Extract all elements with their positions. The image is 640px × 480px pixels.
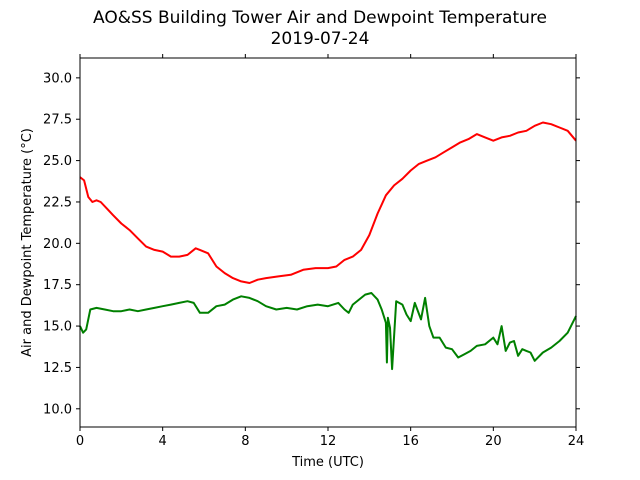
series-line-1 [79,121,577,284]
y-tick-label: 25.0 [43,154,72,169]
y-tick-label: 12.5 [43,361,72,376]
x-tick-label: 0 [76,434,84,449]
x-axis-label: Time (UTC) [291,455,364,470]
chart-title: AO&SS Building Tower Air and Dewpoint Te… [92,8,547,28]
x-tick-label: 24 [568,434,585,449]
x-tick-label: 12 [320,434,337,449]
y-tick-label: 30.0 [43,71,72,86]
chart-subtitle: 2019-07-24 [270,29,370,49]
series-line-2 [79,292,577,371]
y-tick-label: 10.0 [43,402,72,417]
y-axis-label: Air and Dewpoint Temperature (°C) [20,128,35,357]
y-tick-label: 27.5 [43,113,72,128]
y-tick-label: 15.0 [43,320,72,335]
x-tick-label: 8 [241,434,249,449]
y-tick-label: 20.0 [43,237,72,252]
y-tick-label: 17.5 [43,278,72,293]
y-tick-label: 22.5 [43,195,72,210]
x-tick-label: 16 [402,434,419,449]
plot-frame [79,57,577,428]
x-tick-label: 4 [159,434,167,449]
x-tick-label: 20 [485,434,502,449]
